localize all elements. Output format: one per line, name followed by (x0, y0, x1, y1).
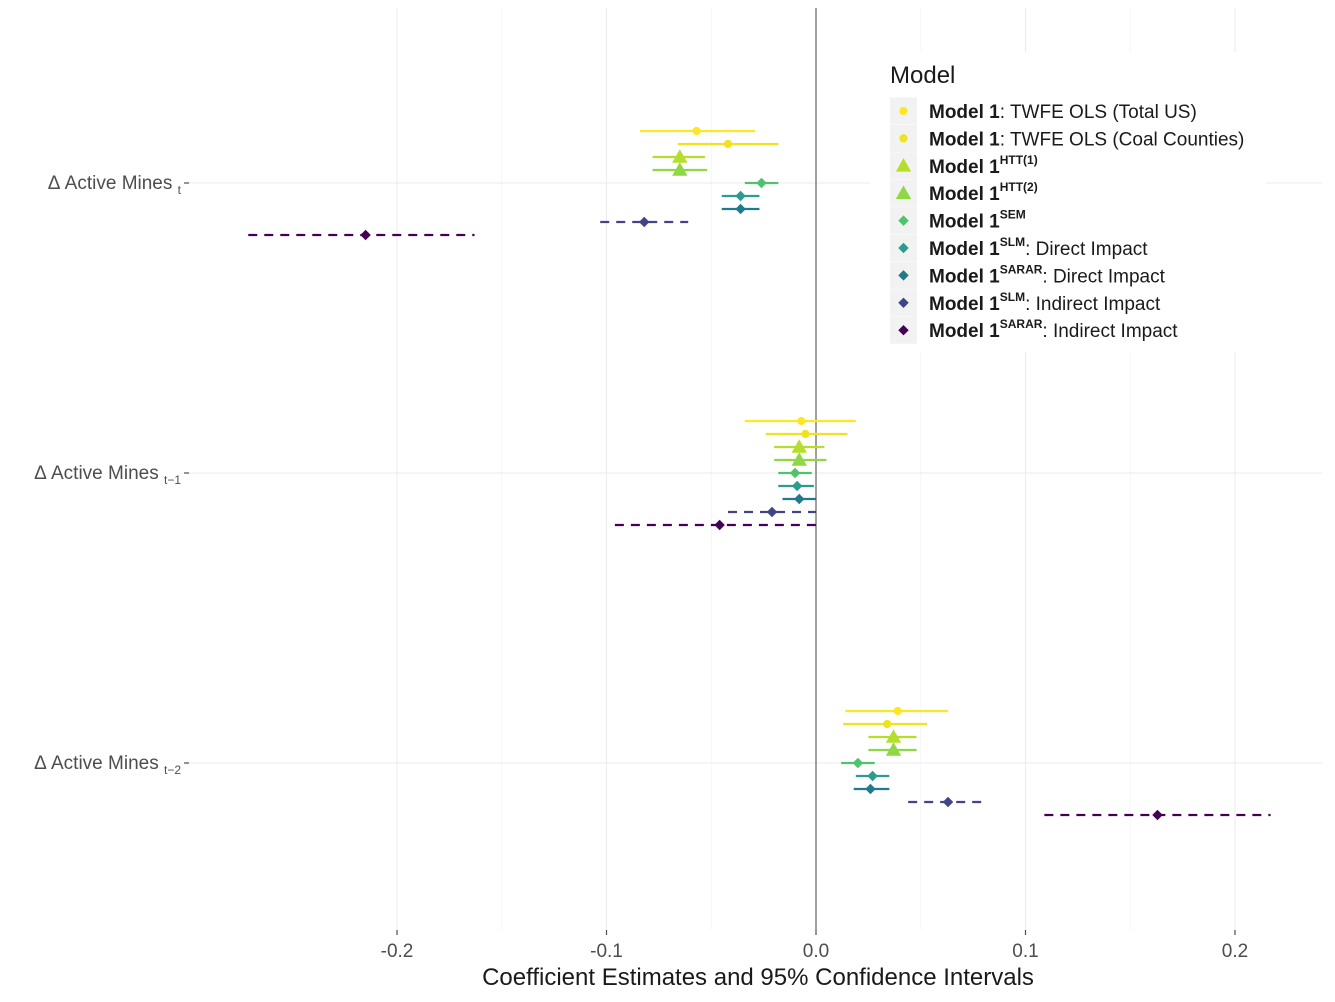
legend-label: Model 1SEM (929, 208, 1026, 233)
point-estimate (852, 757, 864, 769)
point-estimate (766, 506, 778, 518)
point-estimate (723, 139, 733, 149)
legend-label: Model 1HTT(2) (929, 180, 1038, 205)
point-estimate (692, 126, 701, 136)
x-axis: -0.2 -0.1 0.0 0.1 0.2 (381, 930, 1248, 962)
legend-label: Model 1SARAR: Indirect Impact (929, 317, 1178, 342)
x-tick-label: -0.1 (590, 941, 623, 962)
y-tick-label: Δ Active Mines t (48, 173, 182, 197)
point-estimate (885, 742, 902, 756)
legend: Model Model 1: TWFE OLS (Total US) Model 1… (870, 52, 1265, 352)
legend-title: Model (890, 62, 955, 89)
point-estimate (794, 493, 805, 505)
point-estimate (735, 190, 746, 202)
y-axis: Δ Active Mines t Δ Active Mines t−1 Δ Acti… (34, 173, 189, 777)
point-estimate (638, 216, 650, 228)
point-estimate (789, 467, 801, 479)
point-estimate (942, 796, 954, 808)
legend-label: Model 1SARAR: Direct Impact (929, 262, 1166, 287)
point-estimate (756, 177, 767, 189)
legend-label: Model 1HTT(1) (929, 153, 1038, 178)
legend-label: Model 1: TWFE OLS (Coal Counties) (929, 129, 1244, 150)
point-estimate (867, 770, 878, 782)
legend-key (899, 106, 908, 116)
series-marks (248, 126, 1271, 821)
point-estimate (791, 480, 803, 492)
legend-key (895, 185, 912, 199)
point-estimate (883, 719, 892, 729)
point-estimate (797, 416, 806, 426)
x-tick-label: 0.2 (1222, 941, 1248, 962)
legend-key (895, 158, 912, 172)
x-tick-label: 0.1 (1012, 941, 1038, 962)
point-estimate (801, 429, 810, 439)
point-estimate (672, 149, 688, 163)
legend-key (898, 270, 909, 281)
legend-background (870, 52, 1265, 352)
point-estimate (885, 729, 902, 743)
point-estimate (791, 439, 807, 453)
legend-key (898, 215, 909, 226)
legend-key (898, 297, 909, 309)
point-estimate (893, 706, 902, 716)
legend-label: Model 1SLM: Direct Impact (929, 235, 1148, 260)
x-tick-label: -0.2 (381, 941, 414, 962)
point-estimate (735, 203, 746, 215)
legend-key (898, 324, 909, 336)
y-tick-label: Δ Active Mines t−1 (34, 463, 181, 487)
legend-key (898, 242, 909, 254)
point-estimate (1152, 809, 1163, 821)
legend-label: Model 1SLM: Indirect Impact (929, 290, 1161, 315)
point-estimate (791, 452, 807, 466)
legend-key (899, 134, 908, 143)
x-tick-label: 0.0 (803, 941, 829, 962)
x-axis-title: Coefficient Estimates and 95% Confidence… (482, 964, 1034, 991)
legend-label: Model 1: TWFE OLS (Total US) (929, 102, 1197, 123)
point-estimate (865, 783, 876, 795)
point-estimate (672, 162, 688, 176)
y-tick-label: Δ Active Mines t−2 (34, 753, 181, 777)
point-estimate (360, 229, 371, 241)
point-estimate (714, 519, 725, 531)
